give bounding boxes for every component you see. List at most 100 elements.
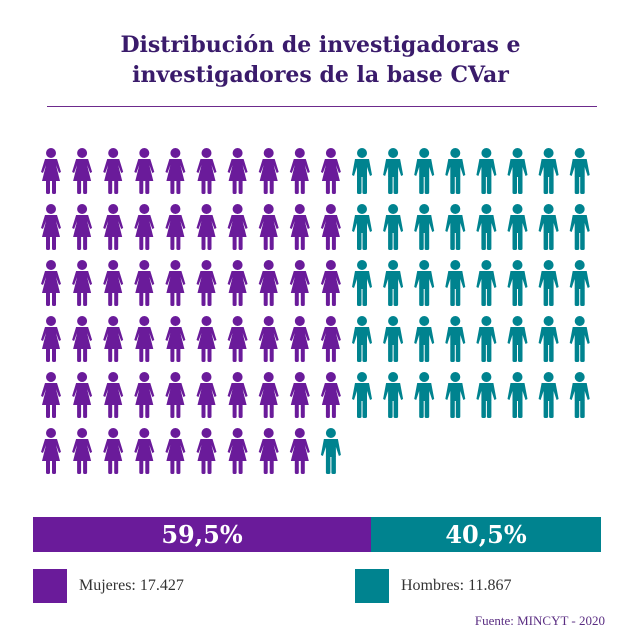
man-icon [569,372,590,418]
man-icon [414,148,435,194]
man-icon [445,372,466,418]
man-icon [352,316,372,362]
woman-icon [41,148,61,194]
woman-icon [227,260,248,306]
woman-icon [72,372,93,418]
woman-icon [134,316,155,362]
woman-icon [289,204,310,250]
woman-icon [258,372,279,418]
woman-icon [41,260,61,306]
woman-icon [227,316,248,362]
man-icon [476,204,497,250]
man-icon [445,148,466,194]
legend-mujeres: Mujeres: 17.427 [33,569,184,603]
woman-icon [196,316,217,362]
man-icon [352,148,372,194]
percent-bar: 59,5% 40,5% [33,517,601,552]
legend-label-mujeres: Mujeres: 17.427 [79,577,184,594]
man-icon [476,260,497,306]
woman-icon [258,260,279,306]
bar-segment-mujeres [33,517,371,552]
man-icon [414,316,435,362]
woman-icon [165,148,186,194]
man-icon [352,204,372,250]
woman-icon [72,204,93,250]
woman-icon [227,148,248,194]
woman-icon [103,428,124,474]
chart-title: Distribución de investigadoras e investi… [0,30,641,90]
woman-icon [289,428,310,474]
man-icon [445,316,466,362]
man-icon [320,428,341,474]
man-icon [538,372,559,418]
woman-icon [289,316,310,362]
man-icon [569,204,590,250]
woman-icon [72,316,93,362]
woman-icon [134,372,155,418]
woman-icon [72,260,93,306]
woman-icon [320,204,341,250]
woman-icon [134,148,155,194]
woman-icon [103,372,124,418]
woman-icon [258,148,279,194]
woman-icon [196,260,217,306]
man-icon [414,372,435,418]
man-icon [507,372,528,418]
woman-icon [196,372,217,418]
source-note: Fuente: MINCYT - 2020 [474,613,605,628]
woman-icon [134,260,155,306]
woman-icon [41,204,61,250]
man-icon [476,372,497,418]
man-icon [476,148,497,194]
woman-icon [134,204,155,250]
person-icons [41,148,590,474]
legend-swatch-hombres [355,569,389,603]
woman-icon [41,316,61,362]
woman-icon [227,204,248,250]
bar-label-mujeres: 59,5% [161,520,242,549]
woman-icon [258,428,279,474]
man-icon [414,204,435,250]
woman-icon [196,204,217,250]
woman-icon [258,204,279,250]
man-icon [476,316,497,362]
woman-icon [258,316,279,362]
woman-icon [165,372,186,418]
woman-icon [320,316,341,362]
woman-icon [165,428,186,474]
chart-title-line-1: Distribución de investigadoras e [120,32,521,58]
man-icon [569,260,590,306]
man-icon [383,204,404,250]
man-icon [507,316,528,362]
man-icon [445,204,466,250]
chart-title-line-2: investigadores de la base CVar [132,62,509,88]
man-icon [383,148,404,194]
woman-icon [227,372,248,418]
man-icon [507,260,528,306]
woman-icon [134,428,155,474]
woman-icon [41,428,61,474]
woman-icon [196,428,217,474]
legend-swatch-mujeres [33,569,67,603]
woman-icon [227,428,248,474]
man-icon [352,372,372,418]
woman-icon [103,260,124,306]
man-icon [507,204,528,250]
man-icon [445,260,466,306]
woman-icon [41,372,61,418]
woman-icon [165,204,186,250]
woman-icon [289,148,310,194]
woman-icon [103,204,124,250]
woman-icon [103,148,124,194]
man-icon [414,260,435,306]
man-icon [507,148,528,194]
legend-hombres: Hombres: 11.867 [355,569,512,603]
man-icon [538,316,559,362]
man-icon [383,260,404,306]
man-icon [383,372,404,418]
woman-icon [196,148,217,194]
man-icon [538,148,559,194]
woman-icon [320,372,341,418]
woman-icon [165,260,186,306]
